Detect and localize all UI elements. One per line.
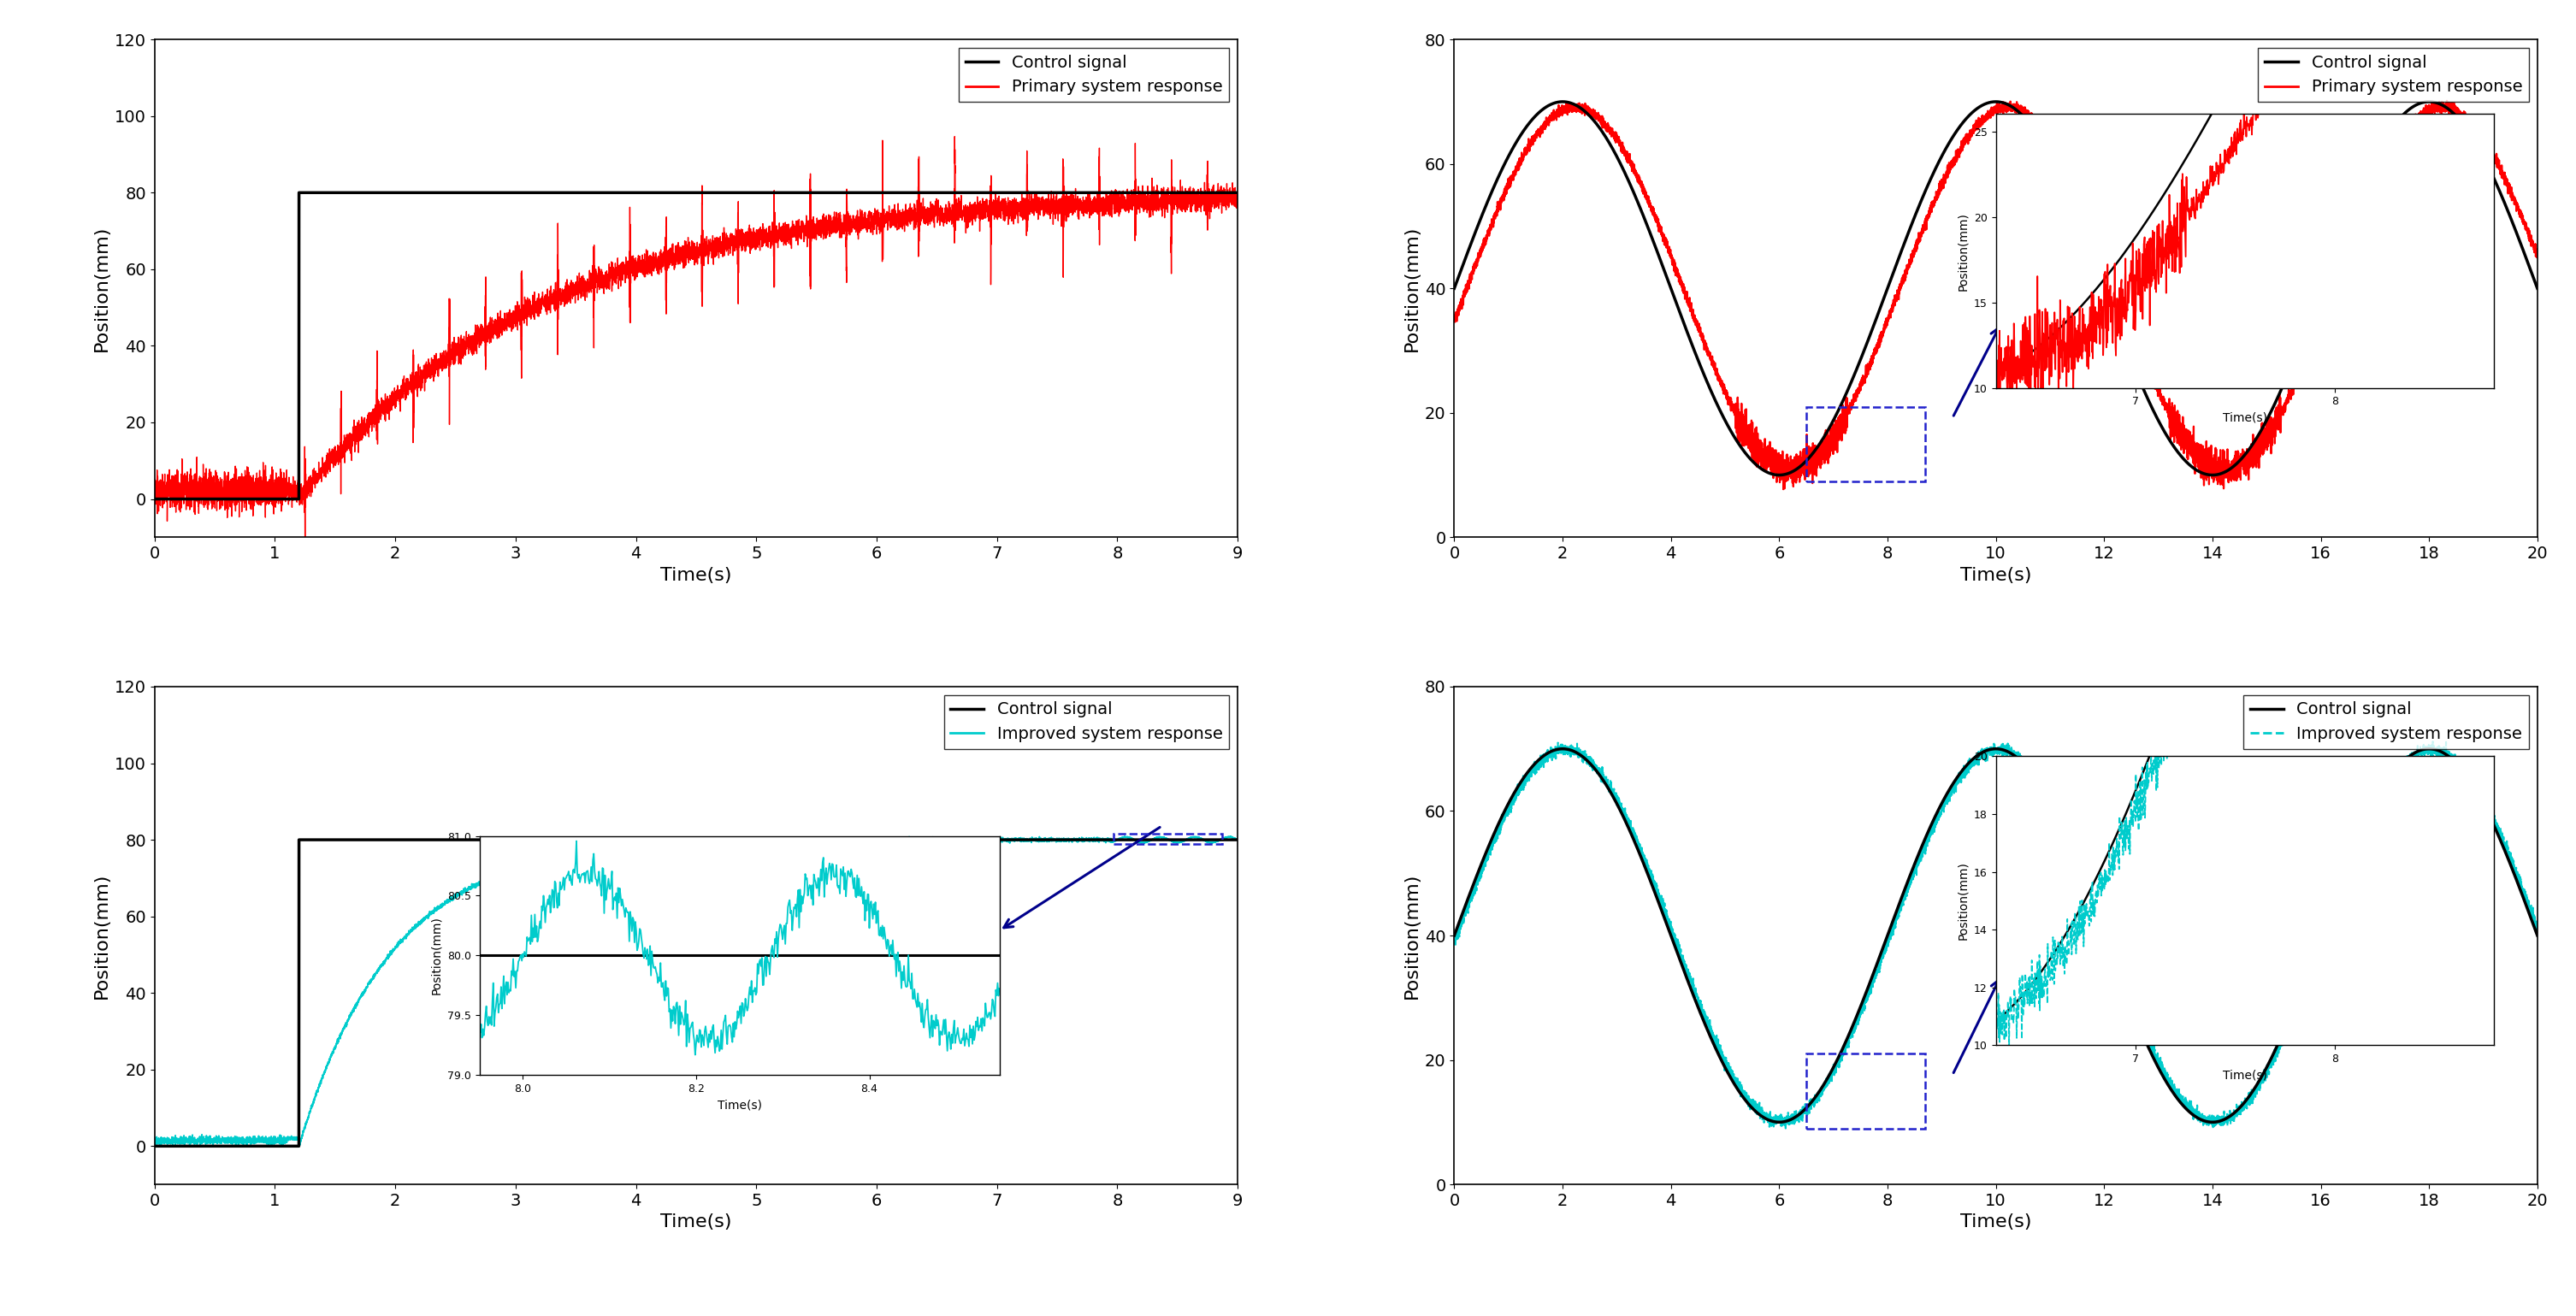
X-axis label: Time(s): Time(s) [659,1213,732,1230]
Legend: Control signal, Improved system response: Control signal, Improved system response [2244,695,2530,749]
Y-axis label: Position(mm): Position(mm) [93,873,111,999]
Y-axis label: Position(mm): Position(mm) [1404,873,1419,999]
Y-axis label: Position(mm): Position(mm) [93,225,111,351]
X-axis label: Time(s): Time(s) [1960,567,2032,584]
Y-axis label: Position(mm): Position(mm) [1404,225,1419,351]
Legend: Control signal, Improved system response: Control signal, Improved system response [943,695,1229,749]
X-axis label: Time(s): Time(s) [1960,1213,2032,1230]
Legend: Control signal, Primary system response: Control signal, Primary system response [2259,47,2530,101]
Legend: Control signal, Primary system response: Control signal, Primary system response [958,47,1229,101]
X-axis label: Time(s): Time(s) [659,567,732,584]
